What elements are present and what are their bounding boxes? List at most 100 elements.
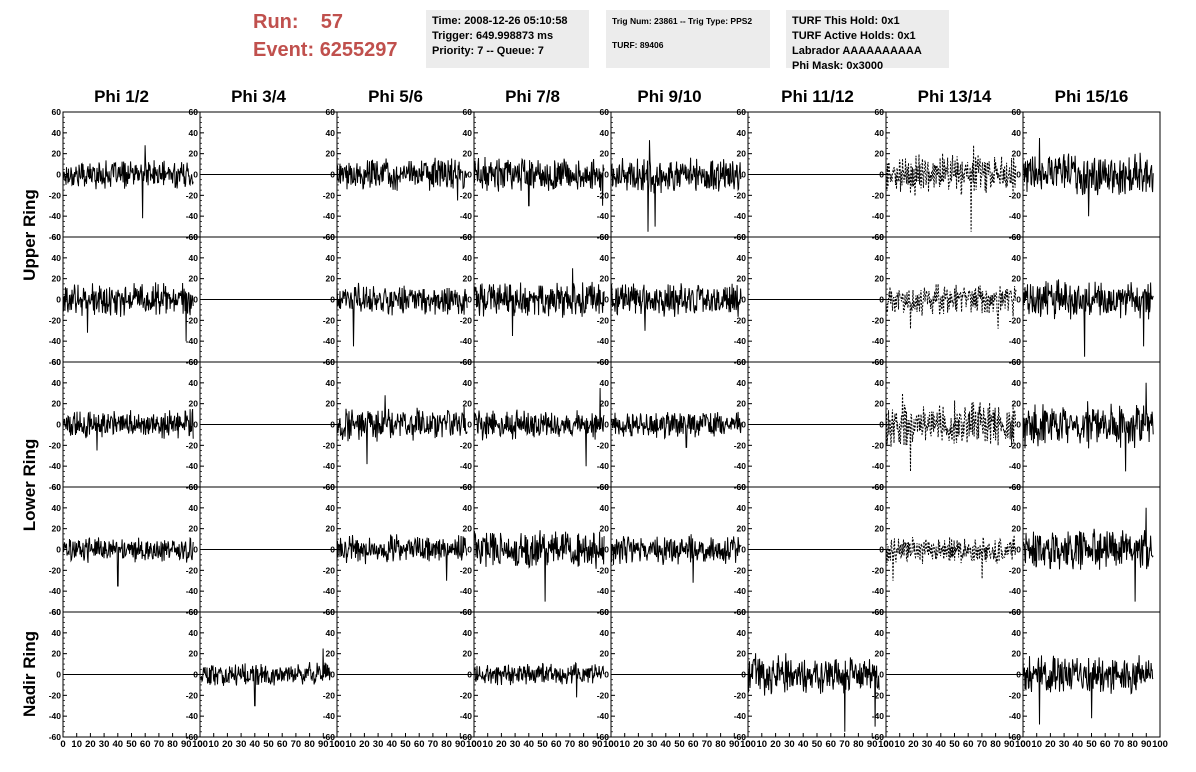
y-tick-label: 40 [189,128,199,138]
y-tick-label: -60 [734,607,747,617]
y-tick-label: -40 [872,461,885,471]
x-tick-label: 80 [441,739,452,750]
x-tick-label: 0 [745,739,750,750]
y-tick-label: -20 [460,565,473,575]
y-tick-label: 20 [1012,399,1022,409]
x-tick-label: 20 [222,739,233,750]
y-tick-label: 40 [52,128,62,138]
y-tick-label: 60 [737,357,747,367]
y-tick-label: -20 [49,565,62,575]
y-tick-label: 40 [737,378,747,388]
x-tick-label: 90 [867,739,878,750]
y-tick-label: -40 [597,461,610,471]
y-tick-label: -60 [597,482,610,492]
y-tick-label: 40 [189,503,199,513]
y-tick-label: -40 [734,336,747,346]
y-tick-label: 60 [1012,482,1022,492]
y-tick-label: 0 [604,420,609,430]
x-tick-label: 100 [603,739,619,750]
x-tick-label: 70 [428,739,439,750]
y-tick-label: 20 [189,274,199,284]
y-tick-label: -20 [460,190,473,200]
y-tick-label: -40 [186,211,199,221]
y-tick-label: 0 [467,295,472,305]
y-tick-label: 0 [193,545,198,555]
x-tick-label: 100 [192,739,208,750]
y-tick-label: -20 [872,190,885,200]
y-tick-label: -20 [872,440,885,450]
y-tick-label: 20 [1012,149,1022,159]
y-tick-label: 20 [52,149,62,159]
y-tick-label: 60 [463,357,473,367]
y-tick-label: -20 [734,440,747,450]
y-tick-label: -20 [49,440,62,450]
x-tick-label: 70 [1114,739,1125,750]
y-tick-label: 60 [189,357,199,367]
y-tick-label: 20 [737,649,747,659]
y-tick-label: 0 [604,545,609,555]
y-tick-label: 60 [600,107,610,117]
y-tick-label: -20 [597,690,610,700]
turf-active-text: TURF Active Holds: 0x1 [792,30,916,42]
y-tick-label: 60 [875,107,885,117]
y-tick-label: 40 [52,503,62,513]
y-tick-label: 40 [52,378,62,388]
column-label-phi-7-8: Phi 7/8 [505,87,560,106]
x-tick-label: 20 [496,739,507,750]
y-tick-label: 20 [189,399,199,409]
y-tick-label: 0 [56,420,61,430]
y-tick-label: -40 [186,711,199,721]
x-tick-label: 20 [1045,739,1056,750]
y-tick-label: -40 [323,586,336,596]
y-tick-label: -40 [49,336,62,346]
y-tick-label: -40 [1009,461,1022,471]
y-tick-label: -20 [460,690,473,700]
y-tick-label: 60 [52,232,62,242]
y-tick-label: 60 [189,482,199,492]
y-tick-label: 60 [463,107,473,117]
x-tick-label: 10 [482,739,493,750]
y-tick-label: -20 [1009,565,1022,575]
x-tick-label: 30 [647,739,658,750]
waveform-trace [336,157,468,201]
y-tick-label: 60 [52,357,62,367]
x-tick-label: 70 [565,739,576,750]
turf-info-box: TURF This Hold: 0x1 TURF Active Holds: 0… [786,10,949,72]
column-label-phi-3-4: Phi 3/4 [231,87,286,106]
y-tick-label: 60 [875,607,885,617]
y-tick-label: -60 [186,732,199,742]
y-tick-label: -60 [186,232,199,242]
x-tick-label: 80 [715,739,726,750]
y-tick-label: -20 [323,440,336,450]
y-tick-label: -20 [186,565,199,575]
x-tick-label: 10 [619,739,630,750]
y-tick-label: 20 [1012,274,1022,284]
x-tick-label: 90 [455,739,466,750]
y-tick-label: -60 [323,607,336,617]
y-tick-label: 60 [875,482,885,492]
y-tick-label: -20 [1009,440,1022,450]
y-tick-label: 40 [737,503,747,513]
y-tick-label: 40 [1012,128,1022,138]
x-tick-label: 20 [770,739,781,750]
y-tick-label: -40 [323,711,336,721]
y-tick-label: 20 [600,524,610,534]
y-tick-label: 20 [600,649,610,659]
waveform-trace [610,411,742,448]
y-tick-label: 0 [467,170,472,180]
x-tick-label: 10 [894,739,905,750]
y-tick-label: -40 [323,336,336,346]
y-tick-label: 20 [189,524,199,534]
y-tick-label: -60 [323,357,336,367]
run-event-label: Run: 57 Event: 6255297 [253,8,398,64]
y-tick-label: 40 [1012,628,1022,638]
y-tick-label: 60 [1012,607,1022,617]
column-label-phi-13-14: Phi 13/14 [917,87,992,106]
y-tick-label: 0 [330,670,335,680]
y-tick-label: 20 [326,274,336,284]
x-tick-label: 50 [1086,739,1097,750]
y-tick-label: -20 [1009,315,1022,325]
time-info-box: Time: 2008-12-26 05:10:58 Trigger: 649.9… [426,10,589,68]
y-tick-label: 20 [737,524,747,534]
y-tick-label: -40 [734,711,747,721]
